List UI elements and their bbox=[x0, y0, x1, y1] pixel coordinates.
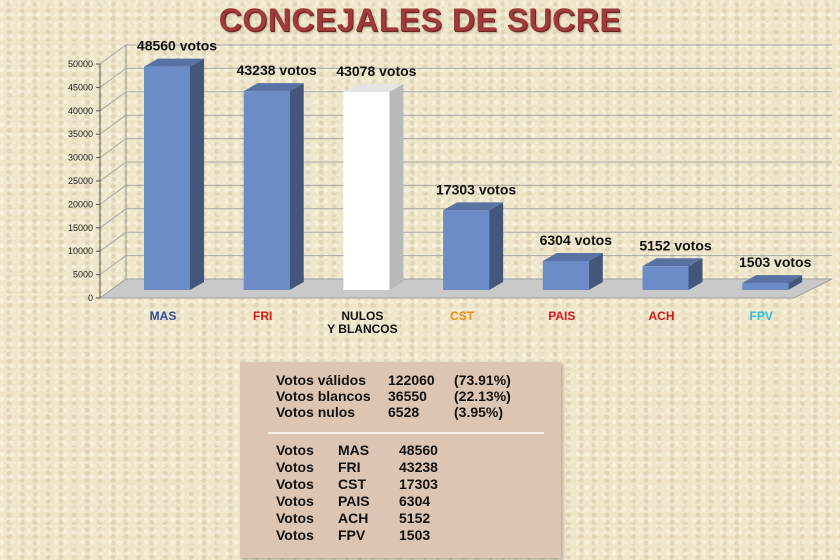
chart-title: CONCEJALES DE SUCRE bbox=[218, 2, 622, 38]
y-tick-label: 10000 bbox=[68, 246, 93, 256]
category-label: FPV bbox=[750, 309, 773, 323]
bar-chart: 0 5000 10000 15000 20000 25000 30000 35000 40000… bbox=[68, 38, 833, 336]
summary-pct: (73.91%) bbox=[454, 372, 511, 388]
divider bbox=[268, 432, 544, 434]
y-tick-label: 40000 bbox=[68, 106, 93, 116]
value-label: 43078 votos bbox=[336, 63, 416, 79]
bar bbox=[343, 83, 404, 290]
gridline-diagonal bbox=[99, 138, 127, 159]
summary-label: Votos válidos bbox=[276, 372, 366, 388]
y-tick-label: 45000 bbox=[68, 82, 93, 92]
category-label: NULOS bbox=[341, 309, 383, 323]
bar-front bbox=[542, 261, 589, 290]
party-name: ACH bbox=[338, 510, 369, 526]
party-votes: 6304 bbox=[399, 493, 431, 509]
bar-front bbox=[443, 210, 490, 290]
y-tick-label: 20000 bbox=[68, 199, 93, 209]
bar-top bbox=[144, 58, 204, 67]
gridline-diagonal bbox=[99, 44, 127, 65]
gridline-diagonal bbox=[99, 255, 127, 276]
party-votes: 17303 bbox=[399, 476, 438, 492]
category-label: CST bbox=[450, 309, 475, 323]
gridline-diagonal bbox=[99, 114, 127, 135]
party-name: FRI bbox=[338, 459, 361, 475]
bar-side bbox=[788, 275, 803, 290]
party-name: FPV bbox=[338, 527, 366, 543]
bar-front bbox=[144, 66, 190, 291]
party-votes: 43238 bbox=[399, 459, 438, 475]
summary-value: 6528 bbox=[388, 404, 420, 420]
category-label: PAIS bbox=[548, 309, 575, 323]
bar bbox=[243, 83, 304, 291]
bar bbox=[144, 58, 204, 291]
category-label: MAS bbox=[150, 309, 177, 323]
bar-side bbox=[588, 253, 603, 290]
y-tick-label: 30000 bbox=[68, 153, 93, 163]
value-label: 17303 votos bbox=[436, 181, 516, 197]
bar bbox=[742, 275, 803, 290]
party-row-label: Votos bbox=[276, 459, 314, 475]
bar-side bbox=[190, 58, 204, 291]
summary-pct: (22.13%) bbox=[454, 388, 511, 404]
party-votes: 1503 bbox=[399, 527, 431, 543]
summary-label: Votos nulos bbox=[276, 404, 356, 420]
party-row-label: Votos bbox=[276, 527, 314, 543]
category-label: Y BLANCOS bbox=[327, 322, 397, 336]
party-name: CST bbox=[338, 476, 366, 492]
y-tick-label: 5000 bbox=[73, 270, 93, 280]
summary-value: 122060 bbox=[388, 372, 435, 388]
bar-top bbox=[443, 202, 504, 211]
party-votes: 5152 bbox=[399, 510, 431, 526]
bar-front bbox=[243, 91, 290, 291]
y-tick-label: 35000 bbox=[68, 129, 93, 139]
bar-side bbox=[489, 202, 504, 290]
bar-top bbox=[542, 253, 603, 262]
party-votes: 48560 bbox=[399, 442, 438, 458]
party-row-label: Votos bbox=[276, 476, 314, 492]
y-tick-label: 15000 bbox=[68, 223, 93, 233]
category-label: ACH bbox=[649, 309, 675, 323]
bar-top bbox=[642, 258, 703, 267]
party-row-label: Votos bbox=[276, 442, 314, 458]
category-label: FRI bbox=[253, 309, 272, 323]
bars bbox=[144, 58, 803, 291]
value-label: 1503 votos bbox=[739, 254, 812, 270]
gridline-diagonal bbox=[99, 231, 127, 252]
y-axis: 0 5000 10000 15000 20000 25000 30000 35000 40000… bbox=[68, 59, 101, 303]
party-row-label: Votos bbox=[276, 493, 314, 509]
summary-label: Votos blancos bbox=[276, 388, 371, 404]
bar-top bbox=[742, 275, 803, 284]
party-row-label: Votos bbox=[276, 510, 314, 526]
vote-summary-box: Votos válidos 122060 (73.91%) Votos blan… bbox=[240, 362, 561, 558]
gridline-diagonal bbox=[99, 67, 127, 88]
bar-side bbox=[688, 258, 703, 290]
bar-side bbox=[389, 83, 404, 290]
gridline-diagonal bbox=[99, 91, 127, 112]
value-label: 43238 votos bbox=[237, 62, 317, 78]
bar-side bbox=[289, 83, 304, 291]
value-labels: 48560 votos 43238 votos 43078 votos 17303 v… bbox=[137, 38, 812, 270]
party-name: MAS bbox=[338, 442, 370, 458]
bar-top bbox=[243, 83, 304, 92]
y-tick-label: 50000 bbox=[68, 59, 93, 69]
bar bbox=[542, 253, 603, 290]
value-label: 6304 votos bbox=[540, 232, 613, 248]
bar-front bbox=[642, 266, 689, 290]
gridline-diagonal bbox=[99, 184, 127, 205]
summary-pct: (3.95%) bbox=[454, 404, 504, 420]
y-tick-label: 25000 bbox=[68, 176, 93, 186]
gridline-diagonal bbox=[99, 208, 127, 229]
bar-top bbox=[343, 83, 404, 92]
value-label: 48560 votos bbox=[137, 38, 217, 54]
summary-value: 36550 bbox=[388, 388, 427, 404]
gridline-diagonal bbox=[99, 161, 127, 182]
bar bbox=[443, 202, 504, 290]
value-label: 5152 votos bbox=[639, 237, 712, 253]
y-tick-label: 0 bbox=[88, 293, 93, 303]
bar-front bbox=[742, 283, 789, 290]
party-name: PAIS bbox=[338, 493, 370, 509]
bar bbox=[642, 258, 703, 290]
bar-front bbox=[343, 91, 390, 290]
